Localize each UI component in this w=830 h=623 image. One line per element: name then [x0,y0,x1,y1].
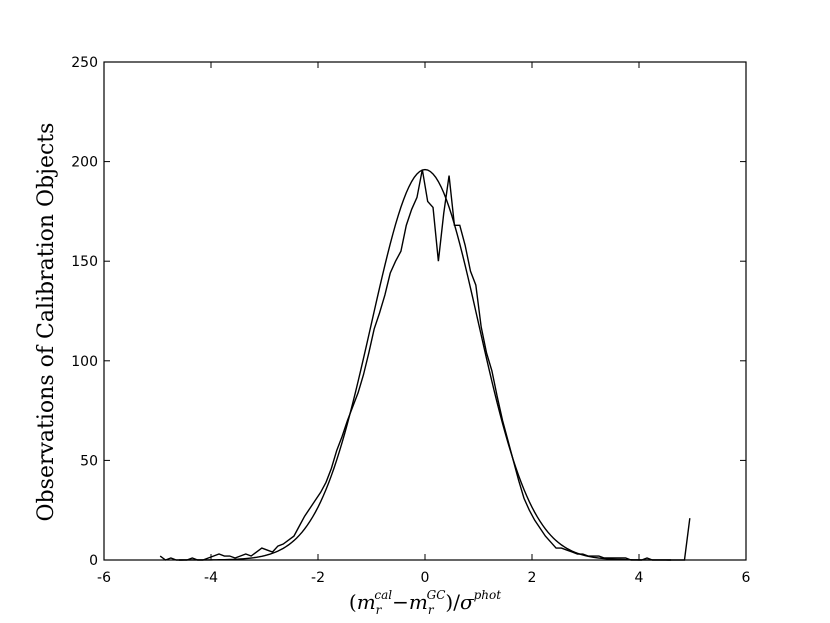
x-label-m1: m [357,590,376,614]
x-tick-label: 4 [635,570,644,586]
histogram-series-line [159,169,691,561]
y-tick-label: 250 [71,55,98,71]
x-label-m2-sup: GC [427,588,446,602]
x-label-m2-sub: r [428,603,435,617]
x-axis-label: (mrcal−mrGC)/σphot [349,588,501,617]
x-label-slash: / [453,590,460,614]
y-tick-label: 50 [80,453,98,469]
y-tick-label: 200 [71,155,98,171]
y-tick-label: 100 [71,354,98,370]
x-label-open: ( [349,590,357,614]
x-tick-label: -2 [311,570,325,586]
plot-frame [103,61,747,561]
x-tick-label: 2 [528,570,537,586]
x-tick-label: 0 [421,570,430,586]
axis-ticks [103,61,747,561]
x-tick-label: -4 [204,570,218,586]
x-label-sigma: σ [460,590,475,614]
x-label-m1-sup: cal [374,588,392,602]
y-axis-label: Observations of Calibration Objects [34,123,59,522]
x-label-m2: m [409,590,428,614]
x-label-minus: − [392,590,409,614]
x-tick-label: -6 [97,570,111,586]
x-tick-label: 6 [742,570,751,586]
tick-labels: -6 -4 -2 0 2 4 6 0 50 100 150 200 250 [71,55,750,586]
y-tick-label: 0 [89,553,98,569]
y-tick-label: 150 [71,254,98,270]
x-label-close: ) [445,590,453,614]
gaussian-fit-curve [178,168,672,561]
plot-area [159,168,691,561]
x-label-sigma-sup: phot [474,588,502,602]
x-label-m1-sub: r [376,603,383,617]
